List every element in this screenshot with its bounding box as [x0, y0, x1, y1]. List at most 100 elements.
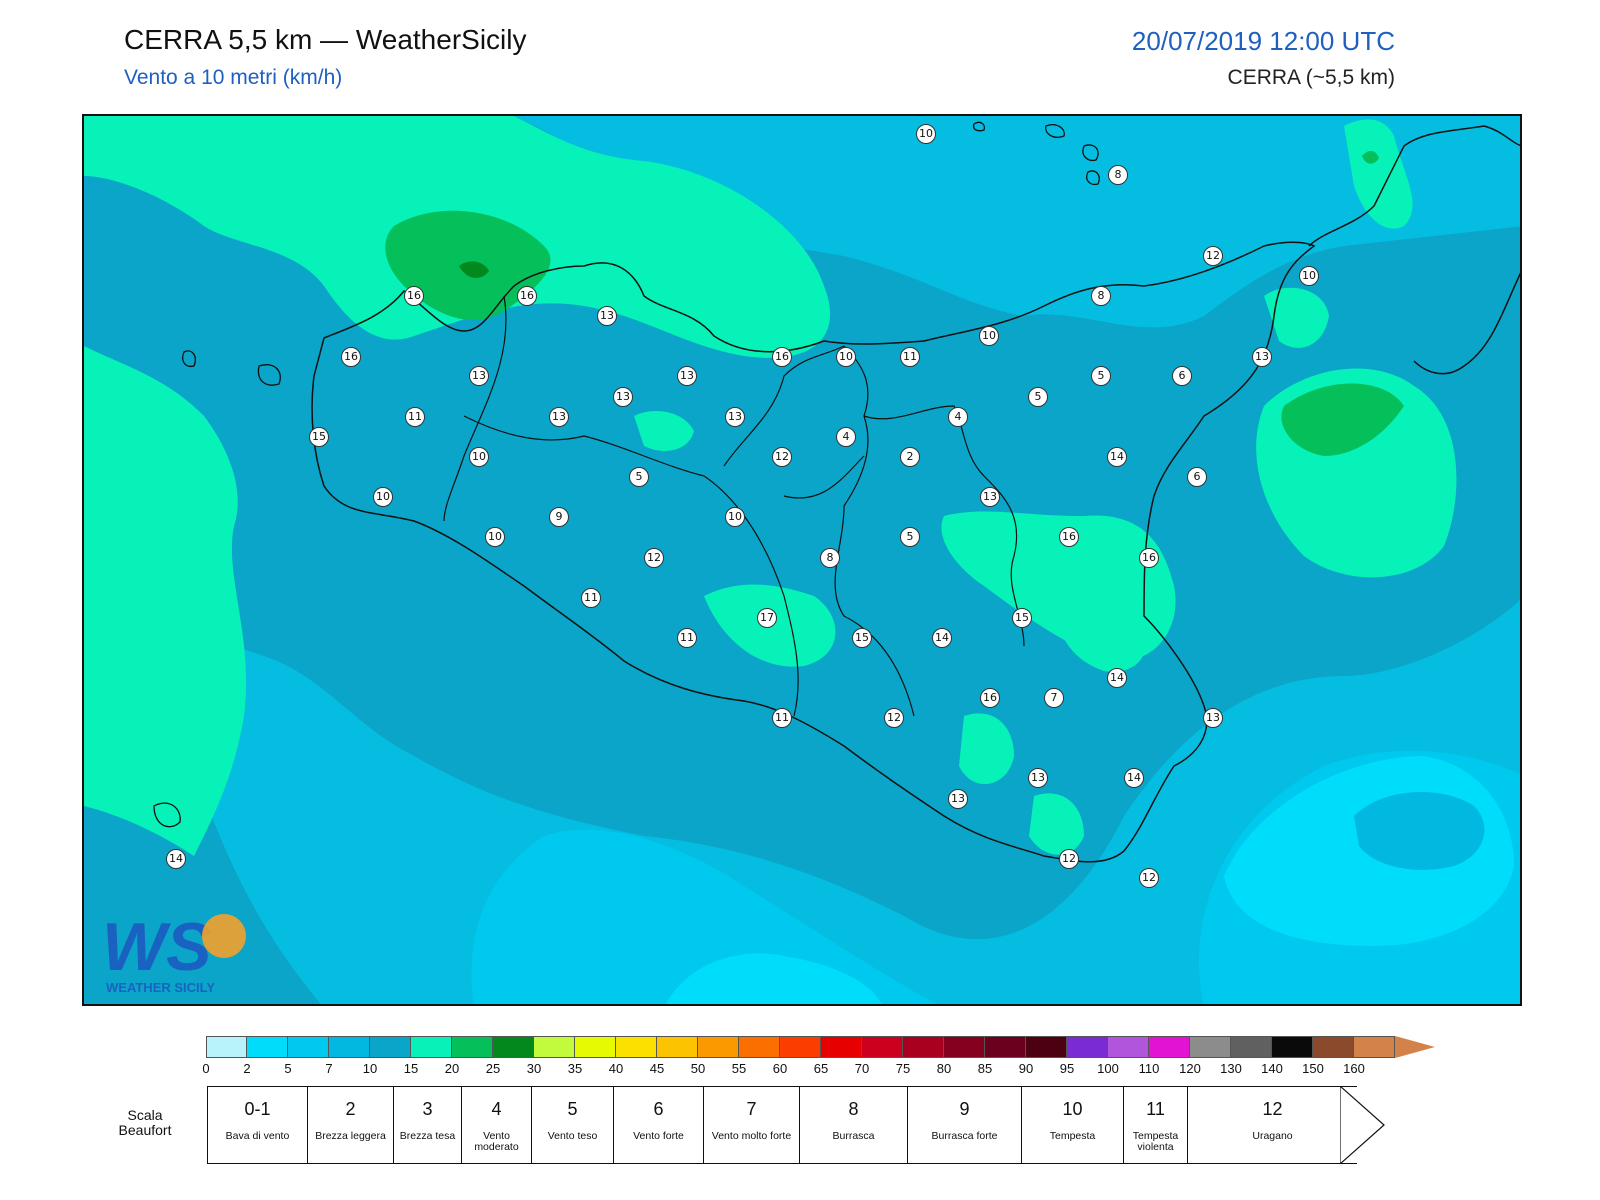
station-marker: 16	[980, 688, 1000, 708]
station-marker: 10	[979, 326, 999, 346]
wind-band-15-20-cape	[1264, 287, 1329, 348]
colorbar-arrow-icon	[1395, 1036, 1435, 1058]
wind-band-25-30	[459, 261, 489, 278]
colorbar-tick-label: 80	[936, 1061, 952, 1076]
station-marker: 11	[772, 708, 792, 728]
station-marker: 8	[1108, 165, 1128, 185]
colorbar-swatch	[493, 1036, 534, 1058]
colorbar-swatch	[1108, 1036, 1149, 1058]
station-marker: 12	[1139, 868, 1159, 888]
station-marker: 5	[900, 527, 920, 547]
station-marker: 8	[1091, 286, 1111, 306]
colorbar-tick-label: 30	[526, 1061, 542, 1076]
beaufort-level: 0-1 Bava di vento	[207, 1086, 307, 1164]
colorbar-swatch	[370, 1036, 411, 1058]
station-marker: 10	[469, 447, 489, 467]
station-marker: 4	[948, 407, 968, 427]
beaufort-number: 5	[567, 1099, 578, 1119]
station-marker: 11	[405, 407, 425, 427]
colorbar-tick-label: 0	[202, 1061, 210, 1076]
colorbar-tick-label: 55	[731, 1061, 747, 1076]
station-marker: 7	[1044, 688, 1064, 708]
colorbar-swatch	[739, 1036, 780, 1058]
colorbar-tick-label: 140	[1261, 1061, 1283, 1076]
station-marker: 5	[1091, 366, 1111, 386]
station-marker: 13	[677, 366, 697, 386]
beaufort-number: 8	[848, 1099, 859, 1119]
station-marker: 16	[341, 347, 361, 367]
beaufort-level: 11 Tempesta violenta	[1123, 1086, 1187, 1164]
beaufort-number: 11	[1146, 1099, 1165, 1119]
station-marker: 10	[485, 527, 505, 547]
wind-band-20-25-ne	[1362, 150, 1379, 164]
station-marker: 13	[597, 306, 617, 326]
station-marker: 13	[1028, 768, 1048, 788]
beaufort-description: Vento forte	[633, 1130, 684, 1142]
province-borders	[443, 295, 1025, 717]
colorbar-tick-label: 60	[772, 1061, 788, 1076]
colorbar-swatch	[575, 1036, 616, 1058]
colorbar-swatch	[780, 1036, 821, 1058]
beaufort-level: 7 Vento molto forte	[703, 1086, 799, 1164]
beaufort-description: Bava di vento	[225, 1130, 290, 1142]
colorbar-swatch	[411, 1036, 452, 1058]
colorbar-tick-label: 65	[813, 1061, 829, 1076]
station-marker: 8	[820, 548, 840, 568]
station-marker: 14	[932, 628, 952, 648]
station-marker: 16	[1139, 548, 1159, 568]
colorbar-tick-label: 95	[1059, 1061, 1075, 1076]
station-marker: 13	[613, 387, 633, 407]
colorbar-tick-label: 2	[243, 1061, 251, 1076]
beaufort-level: 4 Vento moderato	[461, 1086, 531, 1164]
wind-band-15-20-west	[84, 346, 247, 856]
station-marker: 13	[980, 487, 1000, 507]
colorbar-swatch	[534, 1036, 575, 1058]
colorbar-swatch	[1313, 1036, 1354, 1058]
station-marker: 12	[772, 447, 792, 467]
colorbar-tick-label: 85	[977, 1061, 993, 1076]
station-marker: 10	[916, 124, 936, 144]
station-marker: 10	[373, 487, 393, 507]
weathersicily-logo: WS WEATHER SICILY	[96, 906, 256, 998]
colorbar-swatch	[985, 1036, 1026, 1058]
station-marker: 10	[836, 347, 856, 367]
beaufort-number: 7	[746, 1099, 757, 1119]
logo-caption: WEATHER SICILY	[106, 980, 215, 995]
station-marker: 15	[309, 427, 329, 447]
colorbar-tick-label: 35	[567, 1061, 583, 1076]
beaufort-scale: 0-1 Bava di vento 2 Brezza leggera 3 Brezza t…	[207, 1086, 1357, 1164]
colorbar-swatch	[903, 1036, 944, 1058]
colorbar-swatch	[944, 1036, 985, 1058]
colorbar-swatch	[657, 1036, 698, 1058]
beaufort-number: 0-1	[244, 1099, 271, 1119]
colorbar-tick-label: 40	[608, 1061, 624, 1076]
beaufort-description: Uragano	[1252, 1130, 1293, 1142]
beaufort-level: 12 Uragano	[1187, 1086, 1357, 1164]
logo-letters: WS	[102, 909, 212, 985]
beaufort-description: Tempesta	[1049, 1130, 1096, 1142]
station-marker: 11	[581, 588, 601, 608]
colorbar-tick-label: 25	[485, 1061, 501, 1076]
colorbar-swatch	[452, 1036, 493, 1058]
station-marker: 16	[1059, 527, 1079, 547]
aeolian-islands	[972, 121, 1100, 186]
wind-band-15-20-ne	[1344, 119, 1413, 229]
station-marker: 14	[1124, 768, 1144, 788]
station-marker: 15	[852, 628, 872, 648]
colorbar-tick-label: 10	[362, 1061, 378, 1076]
beaufort-description: Burrasca forte	[931, 1130, 998, 1142]
colorbar-swatch	[616, 1036, 657, 1058]
colorbar-tick-label: 110	[1138, 1061, 1160, 1076]
wind-band-15-20-iblei	[959, 713, 1014, 785]
beaufort-number: 2	[345, 1099, 356, 1119]
station-marker: 13	[1203, 708, 1223, 728]
colorbar-swatch	[1354, 1036, 1395, 1058]
colorbar-tick-label: 15	[403, 1061, 419, 1076]
beaufort-description: Vento teso	[547, 1130, 598, 1142]
calabria-coastline	[1308, 125, 1520, 375]
colorbar-swatch	[862, 1036, 903, 1058]
logo-sun-icon	[202, 914, 246, 958]
wind-band-15-20-centre-north	[634, 411, 694, 451]
station-marker: 6	[1172, 366, 1192, 386]
egadi-islands	[182, 350, 281, 386]
